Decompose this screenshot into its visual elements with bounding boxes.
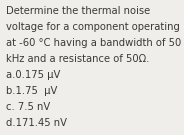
Text: c. 7.5 nV: c. 7.5 nV [6, 102, 50, 112]
Text: b.1.75  μV: b.1.75 μV [6, 86, 57, 96]
Text: a.0.175 μV: a.0.175 μV [6, 70, 60, 80]
Text: voltage for a component operating: voltage for a component operating [6, 22, 179, 32]
Text: Determine the thermal noise: Determine the thermal noise [6, 6, 150, 16]
Text: d.171.45 nV: d.171.45 nV [6, 118, 67, 128]
Text: kHz and a resistance of 50Ω.: kHz and a resistance of 50Ω. [6, 54, 149, 64]
Text: at -60 °C having a bandwidth of 50: at -60 °C having a bandwidth of 50 [6, 38, 181, 48]
